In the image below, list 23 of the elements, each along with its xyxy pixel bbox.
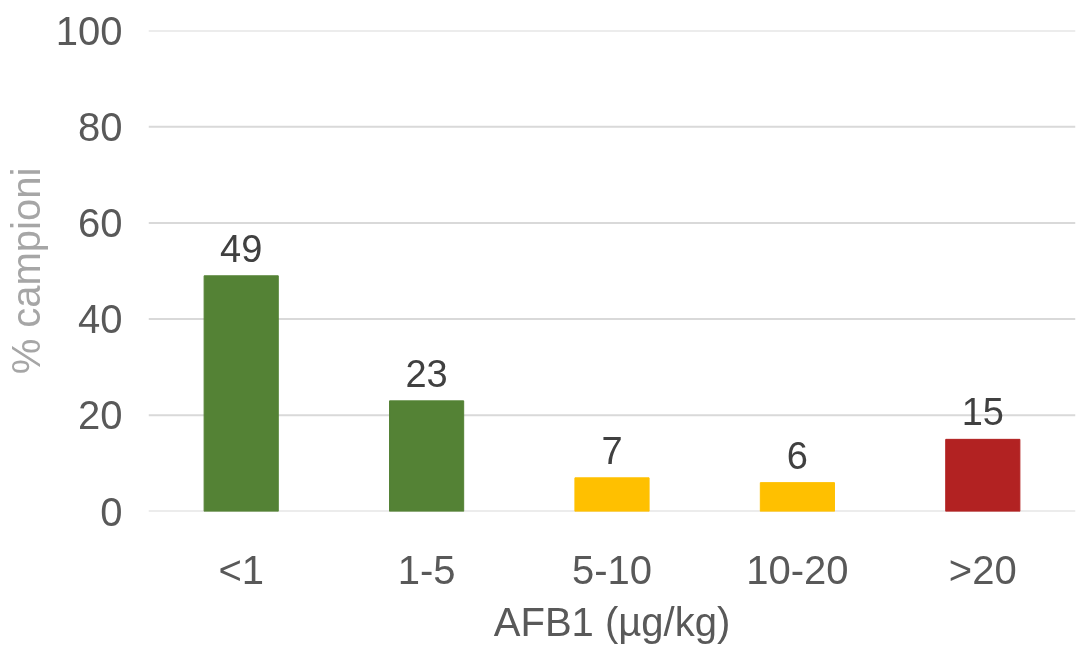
y-tick-label: 80 bbox=[78, 104, 123, 149]
data-label: 23 bbox=[405, 352, 448, 395]
x-axis-title: AFB1 (µg/kg) bbox=[493, 599, 731, 644]
bar bbox=[574, 477, 650, 512]
y-axis-title: % campioni bbox=[3, 167, 48, 375]
y-tick-label: 0 bbox=[100, 489, 123, 534]
x-tick-label: <1 bbox=[218, 547, 265, 592]
x-tick-label: 1-5 bbox=[397, 547, 456, 592]
y-tick-label: 60 bbox=[78, 200, 123, 245]
bar bbox=[945, 438, 1021, 512]
y-tick-label: 40 bbox=[78, 297, 123, 342]
x-tick-label: 5-10 bbox=[571, 547, 653, 592]
data-label: 6 bbox=[786, 434, 808, 477]
data-label: 7 bbox=[601, 429, 623, 472]
y-tick-label: 100 bbox=[55, 8, 123, 53]
y-tick-label: 20 bbox=[78, 393, 123, 438]
bar bbox=[759, 482, 835, 512]
data-label: 15 bbox=[961, 391, 1004, 434]
data-label: 49 bbox=[220, 227, 263, 270]
x-tick-label: 10-20 bbox=[746, 547, 849, 592]
x-tick-label: >20 bbox=[948, 547, 1017, 592]
bar bbox=[389, 400, 465, 512]
bar bbox=[203, 275, 279, 512]
